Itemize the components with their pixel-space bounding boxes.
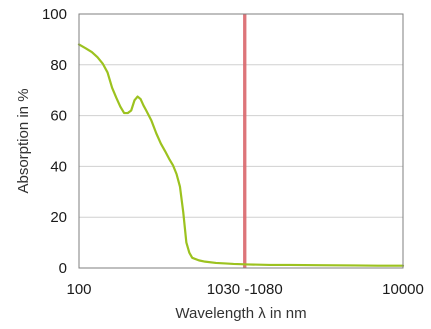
- x-tick-label-10000: 10000: [382, 281, 424, 298]
- series-line-0: [77, 43, 405, 267]
- x-tick-labels: 100 10000: [66, 281, 423, 298]
- y-tick-label-40: 40: [50, 158, 67, 175]
- y-tick-labels: 0 20 40 60 80 100: [42, 6, 67, 277]
- x-axis-label: Wavelength λ in nm: [175, 305, 306, 322]
- y-axis-label: Absorption in %: [15, 88, 32, 193]
- highlight-band: [243, 14, 247, 268]
- series-layer: [77, 43, 405, 267]
- x-tick-label-100: 100: [66, 281, 91, 298]
- plot-frame: [78, 13, 404, 269]
- highlight-band-label: 1030 -1080: [207, 281, 283, 298]
- highlight-band-layer: [243, 14, 247, 268]
- y-tick-label-20: 20: [50, 209, 67, 226]
- y-tick-label-60: 60: [50, 108, 67, 125]
- y-tick-label-0: 0: [59, 260, 67, 277]
- grid-lines: [79, 64, 403, 218]
- y-tick-label-100: 100: [42, 6, 67, 23]
- y-tick-label-80: 80: [50, 57, 67, 74]
